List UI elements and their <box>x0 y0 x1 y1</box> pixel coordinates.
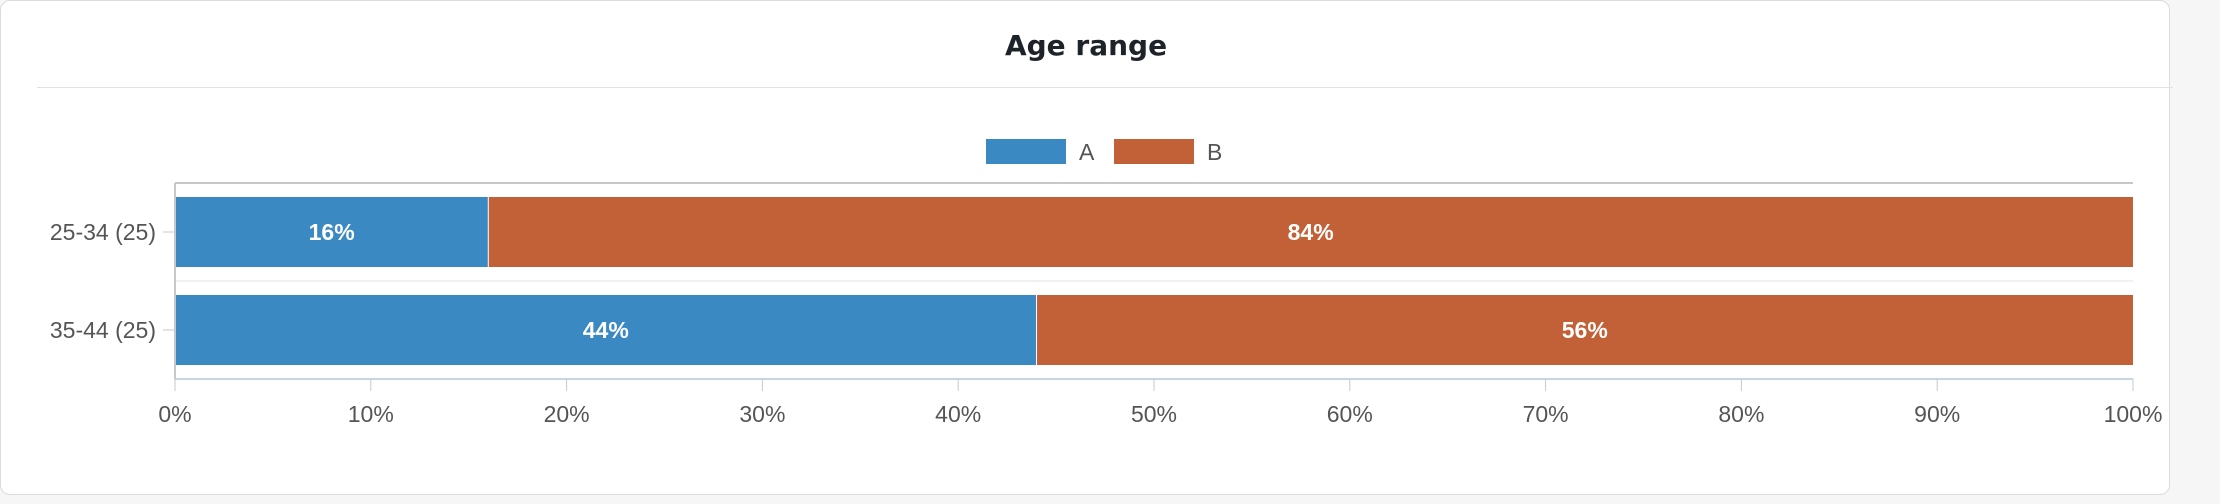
x-tick-label-0: 0% <box>158 401 191 427</box>
x-tick-label-7: 70% <box>1523 401 1569 427</box>
legend-label-b[interactable]: B <box>1207 139 1222 165</box>
plot-area: 16% 84% 44% 56% <box>175 182 2133 365</box>
x-tick-label-8: 80% <box>1718 401 1764 427</box>
bar-label-b-1: 56% <box>1562 317 1608 343</box>
legend-swatch-b[interactable] <box>1114 139 1194 164</box>
legend-swatch-a[interactable] <box>986 139 1066 164</box>
x-tick-label-6: 60% <box>1327 401 1373 427</box>
x-axis: 0% 10% 20% 30% 40% 50% 60% 70% 80% 90% 100% <box>158 378 2163 427</box>
bar-a-1[interactable] <box>175 295 1037 365</box>
x-tick-label-10: 100% <box>2104 401 2163 427</box>
bar-b-0[interactable] <box>488 197 2133 267</box>
legend-label-a[interactable]: A <box>1079 139 1095 165</box>
y-tick-label-0: 25-34 (25) <box>50 219 156 245</box>
bar-a-0[interactable] <box>175 197 489 267</box>
title-divider <box>37 87 2173 88</box>
x-tick-label-3: 30% <box>739 401 785 427</box>
bar-label-a-0: 16% <box>309 219 355 245</box>
x-tick-label-9: 90% <box>1914 401 1960 427</box>
x-tick-label-5: 50% <box>1131 401 1177 427</box>
bar-b-1[interactable] <box>1036 295 2133 365</box>
bar-label-a-1: 44% <box>583 317 629 343</box>
y-axis: 25-34 (25) 35-44 (25) <box>50 183 176 379</box>
y-tick-label-1: 35-44 (25) <box>50 317 156 343</box>
chart-title: Age range <box>1004 29 1168 62</box>
x-tick-label-4: 40% <box>935 401 981 427</box>
x-tick-label-1: 10% <box>348 401 394 427</box>
x-tick-label-2: 20% <box>544 401 590 427</box>
bar-label-b-0: 84% <box>1288 219 1334 245</box>
